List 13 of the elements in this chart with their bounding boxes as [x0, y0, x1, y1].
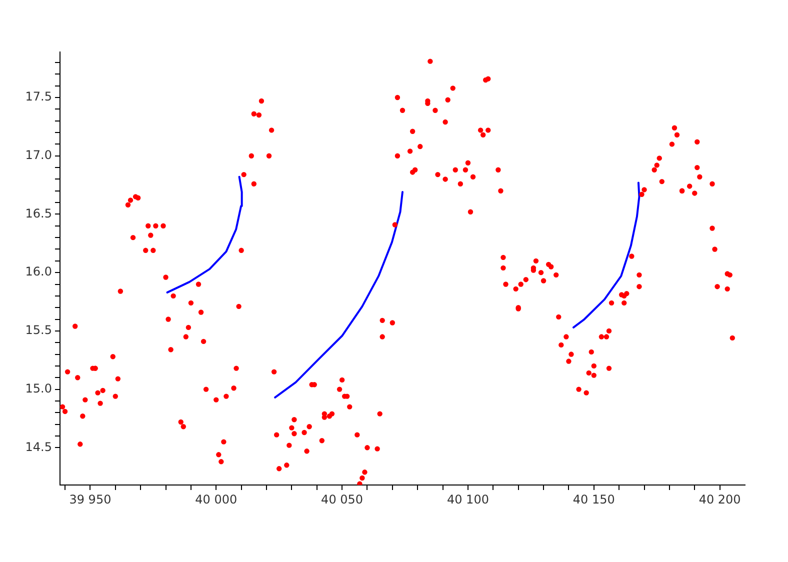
y-tick-label: 15.0: [25, 381, 52, 396]
y-tick-label: 17.5: [25, 90, 52, 104]
x-tick-label: 40 050: [321, 492, 364, 506]
y-tick-label: 16.5: [25, 206, 52, 220]
x-tick-label: 40 100: [446, 492, 489, 506]
y-tick-label: 16.0: [25, 264, 52, 279]
y-tick-label: 15.5: [25, 323, 52, 338]
x-tick-label: 40 150: [572, 492, 615, 506]
x-tick-label: 39 950: [69, 492, 112, 506]
y-tick-label: 14.5: [25, 440, 52, 454]
x-tick-label: 40 000: [195, 492, 238, 506]
x-tick-label: 40 200: [698, 492, 741, 506]
y-tick-label: 17.0: [25, 148, 52, 162]
